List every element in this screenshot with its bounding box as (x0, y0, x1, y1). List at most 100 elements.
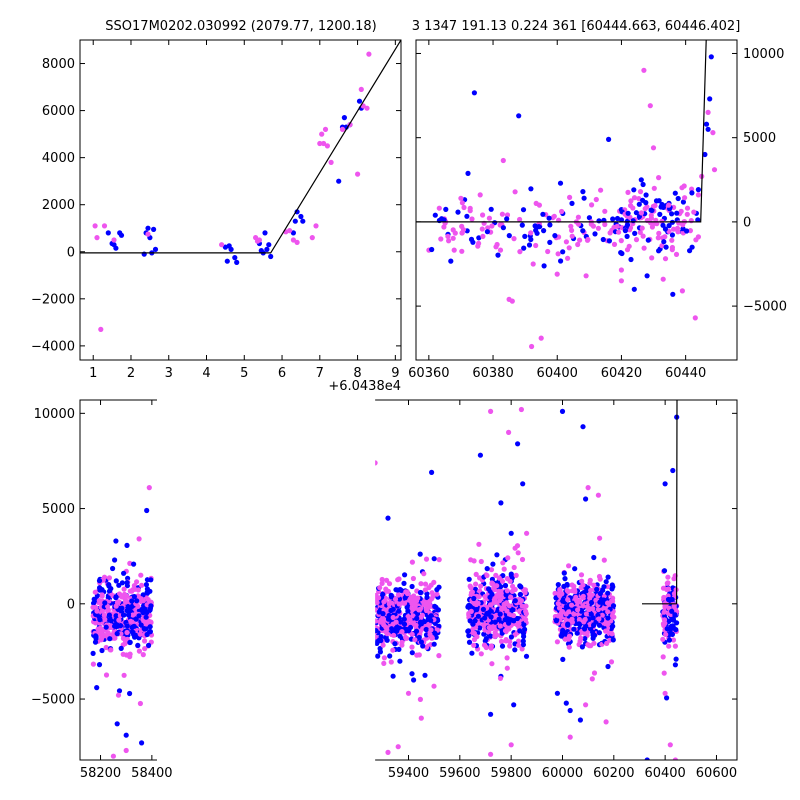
data-point-bottom-949 (378, 617, 384, 624)
data-point-bottom-2063 (674, 620, 680, 626)
data-point-bottom-1811 (603, 605, 609, 611)
data-point-bottom-2145 (114, 721, 120, 727)
data-point-bottom-1401 (488, 567, 495, 573)
data-point-bottom-1300 (488, 633, 494, 639)
data-point-bottom-71 (138, 572, 144, 578)
data-point-bottom-2113 (660, 636, 666, 642)
data-point-top-right-208 (445, 233, 451, 239)
data-point-bottom-974 (396, 596, 403, 602)
data-point-bottom-1481 (496, 575, 502, 581)
data-point-top-right-211 (489, 223, 495, 229)
data-point-bottom-370 (113, 613, 119, 619)
data-point-bottom-919 (426, 621, 432, 627)
data-point-bottom-463 (124, 629, 130, 636)
data-point-bottom-388 (140, 592, 146, 598)
data-point-top-right-87 (546, 215, 552, 221)
data-point-bottom-868 (396, 608, 402, 614)
data-point-bottom-972 (432, 630, 438, 636)
data-point-bottom-2158 (511, 702, 517, 708)
data-point-top-left-57 (322, 126, 329, 132)
data-point-top-right-80 (520, 207, 527, 213)
x-tick-label-bottom-7: 60400 (644, 766, 685, 781)
y-tick-label-bottom-3: 10000 (34, 407, 75, 422)
x-tick-label-top-left-6: 7 (316, 366, 324, 381)
data-point-bottom-2131 (672, 612, 678, 618)
data-point-bottom-2018 (664, 695, 670, 701)
data-point-bottom-369 (120, 635, 126, 642)
data-point-bottom-584 (410, 575, 416, 582)
data-point-bottom-2164 (577, 717, 584, 723)
data-point-top-right-322 (707, 96, 713, 102)
data-point-top-left-12 (152, 246, 159, 252)
data-point-bottom-1523 (578, 572, 585, 578)
data-point-top-left-30 (300, 218, 306, 224)
data-point-bottom-423 (128, 618, 134, 625)
data-point-bottom-316 (120, 651, 126, 657)
data-point-bottom-1214 (502, 582, 509, 589)
data-point-bottom-1459 (504, 588, 510, 594)
data-point-top-right-150 (469, 216, 475, 222)
data-point-bottom-2139 (669, 608, 675, 614)
data-point-bottom-2191 (662, 690, 668, 696)
data-point-top-right-317 (689, 244, 695, 250)
data-point-bottom-233 (132, 634, 138, 640)
data-point-bottom-361 (118, 631, 124, 637)
data-point-top-right-71 (499, 211, 505, 217)
data-point-bottom-1516 (491, 585, 497, 591)
data-point-bottom-2138 (661, 609, 667, 615)
data-point-top-right-133 (673, 251, 680, 257)
data-point-bottom-1894 (591, 582, 597, 588)
data-point-bottom-1991 (605, 615, 611, 621)
data-point-bottom-808 (417, 696, 423, 703)
data-point-top-right-214 (450, 235, 456, 241)
data-point-bottom-1302 (473, 581, 479, 587)
data-point-bottom-2177 (405, 690, 412, 696)
data-point-top-right-154 (569, 233, 575, 239)
data-point-bottom-2171 (110, 753, 116, 759)
data-point-bottom-400 (113, 603, 119, 609)
data-point-bottom-909 (386, 612, 392, 619)
data-point-bottom-1427 (507, 612, 513, 618)
data-point-bottom-1396 (510, 617, 516, 623)
data-point-bottom-268 (142, 638, 148, 644)
data-point-bottom-968 (409, 583, 415, 590)
data-point-bottom-1743 (591, 554, 597, 561)
data-point-bottom-339 (92, 589, 98, 595)
data-point-top-right-81 (432, 212, 438, 218)
data-point-bottom-2182 (524, 530, 530, 536)
data-point-bottom-1462 (475, 613, 481, 619)
data-point-bottom-2186 (595, 492, 602, 498)
data-point-bottom-567 (396, 576, 402, 582)
data-point-bottom-418 (92, 639, 99, 645)
data-point-bottom-2169 (672, 662, 679, 668)
data-point-bottom-408 (111, 635, 117, 641)
data-point-bottom-439 (116, 617, 122, 623)
data-point-top-right-212 (504, 216, 510, 222)
data-point-bottom-872 (384, 577, 390, 583)
data-point-bottom-1807 (561, 583, 567, 590)
data-point-bottom-124 (137, 700, 143, 707)
data-point-bottom-987 (428, 617, 434, 623)
data-point-bottom-223 (116, 688, 123, 694)
data-point-bottom-1984 (571, 611, 577, 617)
data-point-bottom-2166 (662, 481, 668, 487)
data-point-top-left-54 (317, 140, 323, 147)
data-point-bottom-474 (125, 612, 132, 618)
data-point-top-right-189 (500, 225, 506, 231)
data-point-top-right-309 (656, 198, 662, 204)
data-point-top-right-0 (488, 206, 494, 212)
data-point-top-right-167 (566, 245, 572, 251)
data-point-top-right-113 (614, 223, 620, 229)
data-point-bottom-2080 (660, 585, 667, 591)
data-point-bottom-1460 (467, 618, 473, 624)
x-tick-label-top-left-5: 6 (278, 366, 286, 381)
data-point-top-left-60 (339, 126, 346, 132)
data-point-top-right-78 (644, 204, 650, 210)
data-point-top-right-324 (647, 103, 653, 109)
data-point-bottom-2181 (518, 406, 525, 413)
data-point-bottom-995 (381, 599, 387, 605)
data-point-bottom-1301 (488, 643, 494, 649)
data-point-bottom-1508 (485, 611, 491, 617)
data-point-bottom-2134 (671, 603, 677, 609)
data-point-bottom-1943 (574, 630, 580, 636)
